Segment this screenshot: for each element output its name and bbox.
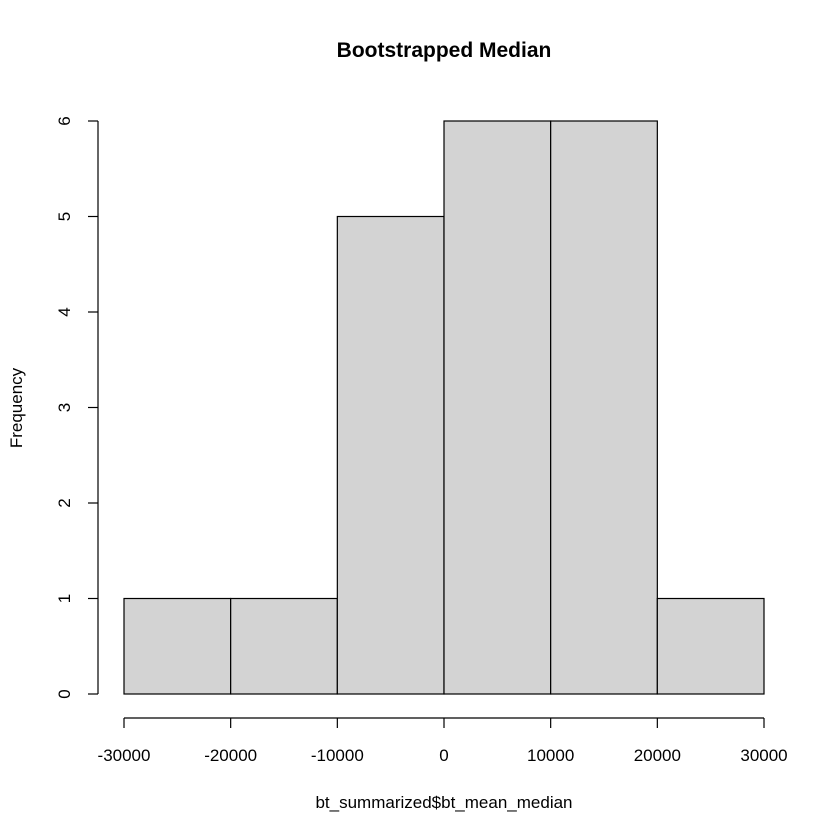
x-tick-label: 30000 <box>740 746 787 765</box>
x-tick-label: 20000 <box>634 746 681 765</box>
y-axis-label: Frequency <box>7 367 26 448</box>
histogram-bar-3 <box>443 120 552 695</box>
x-tick-label: -20000 <box>204 746 257 765</box>
y-axis: 0 1 2 3 4 5 6 <box>55 116 99 699</box>
x-tick-label: 10000 <box>527 746 574 765</box>
histogram-bar-4 <box>550 120 658 695</box>
x-tick-label: 0 <box>439 746 448 765</box>
y-tick-label: 5 <box>55 212 74 221</box>
x-axis-label: bt_summarized$bt_mean_median <box>315 793 572 812</box>
x-tick-label: -30000 <box>98 746 151 765</box>
histogram-bar-1 <box>230 597 338 695</box>
x-axis: -30000 -20000 -10000 0 10000 20000 30000 <box>98 717 788 765</box>
y-tick-label: 4 <box>55 307 74 316</box>
chart-title: Bootstrapped Median <box>337 39 552 62</box>
y-tick-label: 6 <box>55 116 74 125</box>
y-tick-label: 2 <box>55 498 74 507</box>
x-tick-label: -10000 <box>311 746 364 765</box>
y-tick-label: 3 <box>55 403 74 412</box>
bars-group <box>123 120 765 695</box>
histogram-bar-5 <box>656 597 765 695</box>
y-tick-label: 1 <box>55 594 74 603</box>
histogram-bar-0 <box>123 597 232 695</box>
y-tick-label: 0 <box>55 689 74 698</box>
histogram-bar-2 <box>336 215 445 695</box>
